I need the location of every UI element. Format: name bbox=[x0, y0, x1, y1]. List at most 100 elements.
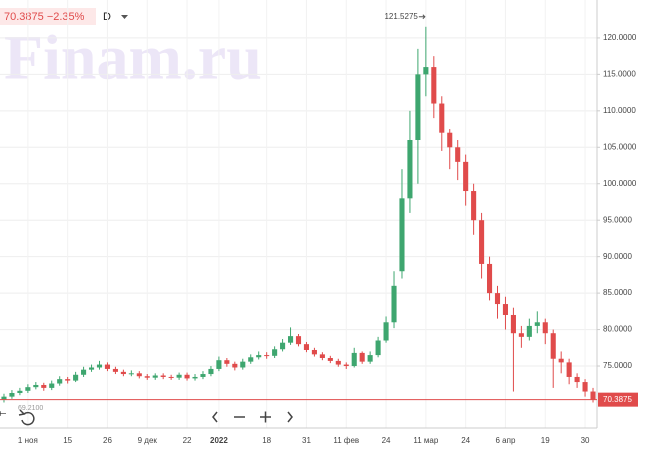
y-tick-label: 80.0000 bbox=[603, 325, 632, 334]
candle-body bbox=[319, 354, 325, 359]
candle-body bbox=[327, 358, 333, 361]
candle-body bbox=[391, 285, 397, 323]
candle-body bbox=[303, 344, 310, 350]
candle-body bbox=[526, 325, 532, 337]
candle-body bbox=[510, 314, 516, 334]
quote: 70.3875 −2.35% bbox=[4, 11, 85, 23]
toolbar bbox=[18, 409, 293, 426]
candle-body bbox=[216, 360, 222, 369]
y-tick-label: 75.0000 bbox=[603, 361, 632, 370]
x-tick-label: 24 bbox=[461, 436, 470, 445]
candle-body bbox=[144, 376, 150, 378]
candle-body bbox=[447, 132, 453, 148]
candle-body bbox=[574, 376, 580, 383]
candle-body bbox=[558, 358, 564, 363]
candle-body bbox=[455, 147, 461, 162]
candle-body bbox=[73, 374, 79, 381]
watermark: Finam.ru bbox=[4, 22, 262, 93]
x-tick-label: 19 bbox=[541, 436, 550, 445]
candle-body bbox=[104, 364, 111, 369]
candle-body bbox=[128, 373, 134, 375]
x-tick-label: 18 bbox=[262, 436, 271, 445]
candle-body bbox=[518, 333, 524, 337]
candle-body bbox=[65, 379, 71, 381]
candle-body bbox=[176, 374, 182, 378]
candle-body bbox=[343, 364, 349, 367]
candle-body bbox=[471, 191, 477, 221]
candle-body bbox=[200, 374, 206, 377]
candle-body bbox=[582, 382, 588, 392]
candle-body bbox=[248, 357, 254, 362]
candle-body bbox=[351, 352, 357, 367]
candle-body bbox=[280, 342, 286, 350]
plot bbox=[0, 0, 597, 428]
x-tick-label: 11 фев bbox=[333, 436, 359, 445]
candle-body bbox=[295, 336, 302, 345]
candle-body bbox=[256, 355, 262, 358]
candle-body bbox=[120, 371, 126, 375]
candle-body bbox=[136, 373, 142, 377]
candle-body bbox=[25, 387, 31, 391]
side-icon[interactable]: T bbox=[0, 411, 8, 416]
x-tick-label: 31 bbox=[302, 436, 311, 445]
dropdown-caret[interactable] bbox=[121, 15, 128, 19]
candle-body bbox=[542, 322, 548, 334]
candle-body bbox=[375, 340, 381, 356]
candle-body bbox=[81, 369, 87, 375]
x-tick-label: 9 дек bbox=[138, 436, 158, 445]
scroll-right[interactable] bbox=[287, 411, 293, 423]
reset-button[interactable] bbox=[18, 409, 35, 426]
x-tick-label: 15 bbox=[63, 436, 72, 445]
x-tick-label: 11 мар bbox=[413, 436, 438, 445]
candle-body bbox=[224, 360, 230, 364]
y-tick-label: 90.0000 bbox=[603, 252, 632, 261]
y-tick-label: 100.0000 bbox=[603, 179, 637, 188]
candle-body bbox=[407, 139, 413, 199]
x-tick-label: 1 ноя bbox=[18, 436, 38, 445]
candle-body bbox=[359, 352, 365, 362]
peak-label: 121.5275 bbox=[384, 12, 418, 21]
candle-body bbox=[152, 375, 158, 378]
quote-box bbox=[0, 8, 96, 25]
candle-body bbox=[88, 367, 95, 370]
y-tick-label: 85.0000 bbox=[603, 288, 632, 297]
candle-body bbox=[463, 161, 469, 192]
y-tick-label: 115.0000 bbox=[603, 69, 636, 78]
last-price-box bbox=[598, 392, 638, 407]
candle-body bbox=[184, 374, 190, 379]
candle-body bbox=[534, 322, 540, 326]
candle-body bbox=[335, 360, 341, 365]
x-tick-label: 6 апр bbox=[496, 436, 516, 445]
corner-note: 69.2100 bbox=[18, 405, 43, 412]
candle-body bbox=[33, 384, 39, 388]
last-price-label: 70.3875 bbox=[603, 395, 632, 404]
y-tick-label: 105.0000 bbox=[603, 142, 637, 151]
candle-body bbox=[311, 349, 317, 355]
candle-body bbox=[57, 379, 63, 384]
scroll-left[interactable] bbox=[212, 411, 218, 423]
candle-body bbox=[49, 383, 55, 388]
candle-body bbox=[415, 74, 421, 140]
candle-body bbox=[192, 376, 198, 379]
candle-body bbox=[550, 333, 556, 359]
candle-body bbox=[590, 391, 596, 400]
candle-body bbox=[479, 220, 485, 264]
candle-body bbox=[17, 390, 23, 394]
candle-body bbox=[41, 384, 47, 388]
candle-body bbox=[232, 363, 238, 368]
candle-body bbox=[264, 355, 270, 357]
candle-body bbox=[112, 368, 118, 372]
x-tick-label: 2022 bbox=[210, 436, 228, 445]
zoom-in[interactable] bbox=[260, 411, 271, 423]
candle-body bbox=[439, 103, 445, 133]
candle-body bbox=[399, 198, 405, 272]
candle-body bbox=[431, 67, 437, 104]
candle-body bbox=[96, 364, 103, 368]
candle-body bbox=[272, 349, 278, 356]
x-tick-label: 24 bbox=[382, 436, 391, 445]
y-tick-label: 120.0000 bbox=[603, 33, 637, 42]
candle-body bbox=[287, 336, 294, 343]
candle-body bbox=[383, 322, 389, 341]
